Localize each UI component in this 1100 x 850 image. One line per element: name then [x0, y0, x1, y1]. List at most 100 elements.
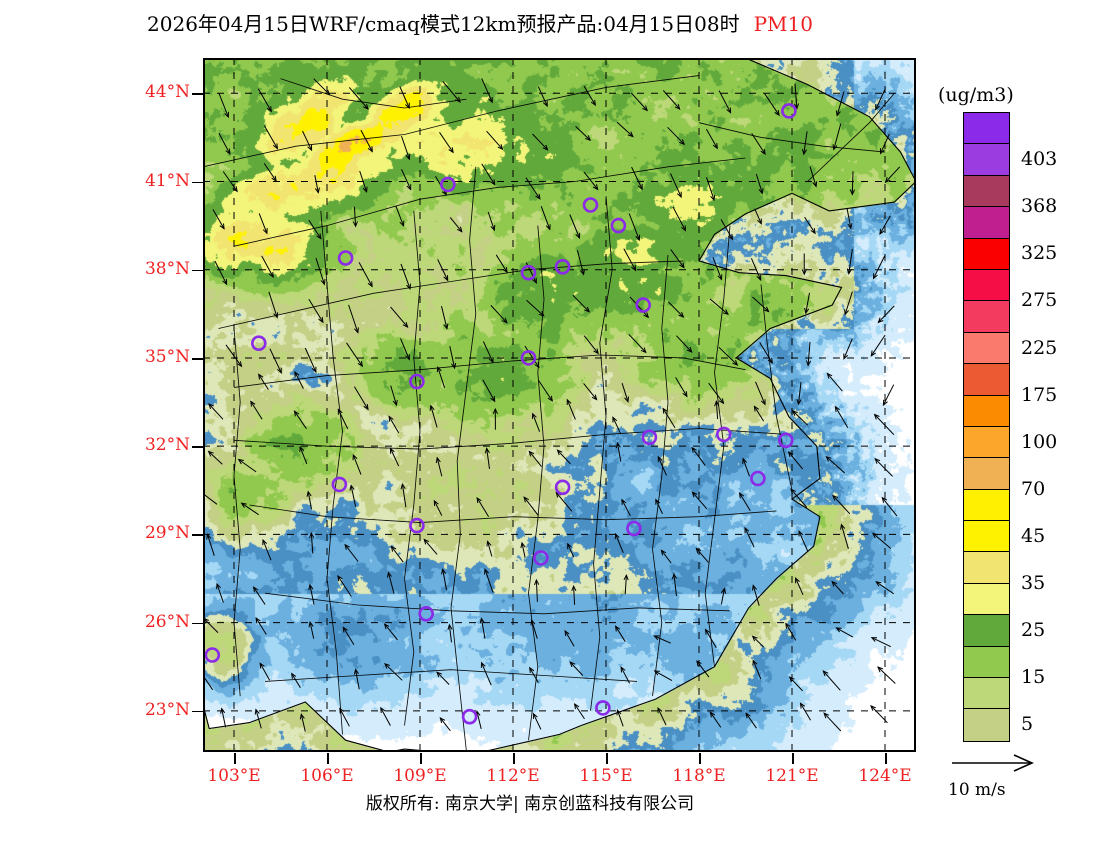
wind-arrow-head-icon [451, 362, 457, 370]
wind-arrow-icon [218, 93, 229, 118]
wind-arrow-icon [257, 88, 272, 112]
station-marker-icon[interactable] [641, 429, 658, 446]
wind-arrow-head-icon [631, 265, 637, 272]
station-marker-icon[interactable] [610, 217, 627, 234]
lon-tick-label: 106°E [300, 766, 354, 786]
wind-arrow-icon [555, 492, 573, 512]
station-marker-icon[interactable] [409, 373, 425, 390]
wind-arrow-icon [831, 581, 844, 595]
wind-arrow-icon [309, 584, 315, 605]
wind-arrow-icon [662, 90, 681, 110]
wind-arrow-head-icon [484, 447, 490, 454]
wind-arrow-head-icon [678, 311, 685, 318]
colorbar-band [964, 113, 1009, 145]
lat-tick-mark [192, 181, 204, 184]
wind-arrow-icon [657, 707, 667, 726]
wind-arrow-head-icon [367, 146, 373, 153]
colorbar-band [964, 301, 1009, 333]
wind-arrow-icon [439, 717, 451, 732]
wind-arrow-icon [486, 448, 490, 469]
station-marker-icon[interactable] [595, 700, 611, 716]
wind-arrow-head-icon [532, 277, 537, 284]
station-marker-icon[interactable] [781, 103, 797, 119]
station-marker-icon[interactable] [331, 476, 348, 493]
station-marker-icon[interactable] [533, 550, 549, 566]
wind-arrow-head-icon [753, 405, 759, 412]
station-marker-icon[interactable] [337, 250, 354, 266]
station-marker-icon[interactable] [440, 176, 456, 193]
colorbar-band [964, 332, 1009, 365]
wind-arrow-icon [880, 133, 890, 154]
station-marker-icon[interactable] [461, 708, 478, 725]
wind-arrow-icon [752, 296, 769, 312]
wind-arrow-icon [836, 627, 854, 638]
colorbar-band [964, 646, 1009, 679]
wind-arrow-icon [346, 342, 363, 367]
station-marker-icon[interactable] [250, 335, 267, 352]
wind-arrow-icon [395, 205, 404, 226]
wind-arrow-head-icon [840, 523, 846, 530]
station-marker-icon[interactable] [777, 432, 794, 449]
lat-tick-mark [192, 269, 204, 272]
wind-scale-label: 10 m/s [948, 780, 1006, 800]
wind-arrow-head-icon [875, 104, 880, 111]
wind-arrow-icon [753, 406, 765, 422]
wind-arrow-icon [870, 705, 888, 724]
station-marker-icon[interactable] [554, 259, 571, 275]
wind-arrow-head-icon [405, 153, 411, 161]
wind-arrow-icon [537, 86, 548, 107]
wind-arrow-head-icon [530, 619, 536, 626]
lat-tick-mark [192, 710, 204, 713]
wind-arrow-head-icon [490, 179, 496, 186]
wind-arrow-head-icon [349, 484, 355, 491]
station-marker-icon[interactable] [635, 297, 652, 313]
wind-arrow-head-icon [834, 405, 840, 412]
wind-arrow-head-icon [635, 234, 641, 242]
lon-tick-label: 115°E [579, 766, 633, 786]
station-marker-icon[interactable] [418, 605, 434, 622]
wind-arrow-head-icon [547, 395, 553, 402]
wind-arrow-icon [621, 383, 629, 402]
wind-arrow-head-icon [383, 623, 390, 630]
wind-arrow-icon [712, 257, 722, 280]
station-marker-icon[interactable] [409, 517, 425, 534]
map-plot-area[interactable] [203, 58, 916, 752]
colorbar[interactable] [963, 112, 1010, 742]
station-marker-icon[interactable] [715, 426, 732, 443]
wind-arrow-icon [832, 495, 851, 515]
station-marker-icon[interactable] [520, 264, 537, 281]
wind-arrow-icon [759, 342, 773, 364]
station-marker-icon[interactable] [520, 350, 537, 366]
wind-arrow-head-icon [443, 323, 449, 330]
wind-arrow-icon [715, 401, 719, 420]
wind-arrow-icon [304, 347, 317, 373]
wind-arrow-head-icon [429, 404, 435, 411]
wind-arrow-head-icon [882, 399, 888, 407]
colorbar-tick-label: 100 [1021, 430, 1058, 453]
wind-arrow-icon [291, 673, 301, 688]
station-marker-icon[interactable] [750, 470, 766, 487]
wind-arrow-icon [437, 259, 449, 281]
station-marker-icon[interactable] [554, 479, 571, 496]
wind-arrow-icon [870, 334, 886, 357]
colorbar-band [964, 489, 1009, 522]
lon-tick-mark [327, 753, 329, 764]
station-marker-icon[interactable] [626, 520, 642, 537]
wind-arrow-head-icon [801, 148, 808, 156]
wind-arrow-icon [709, 298, 729, 315]
wind-arrow-icon [353, 206, 357, 227]
wind-arrow-icon [720, 588, 725, 605]
wind-arrow-head-icon [627, 131, 634, 138]
wind-arrow-head-icon [593, 348, 599, 355]
wind-arrow-icon [390, 448, 400, 467]
wind-arrow-head-icon [405, 354, 410, 361]
wind-arrow-head-icon [710, 194, 716, 202]
wind-arrow-head-icon [455, 96, 461, 103]
station-marker-icon[interactable] [582, 197, 599, 213]
wind-arrow-head-icon [399, 220, 405, 227]
wind-arrow-icon [630, 92, 648, 111]
wind-arrow-head-icon [534, 362, 540, 369]
wind-vector-field [203, 78, 901, 732]
station-marker-icon[interactable] [204, 647, 221, 663]
wind-arrow-icon [342, 627, 355, 645]
